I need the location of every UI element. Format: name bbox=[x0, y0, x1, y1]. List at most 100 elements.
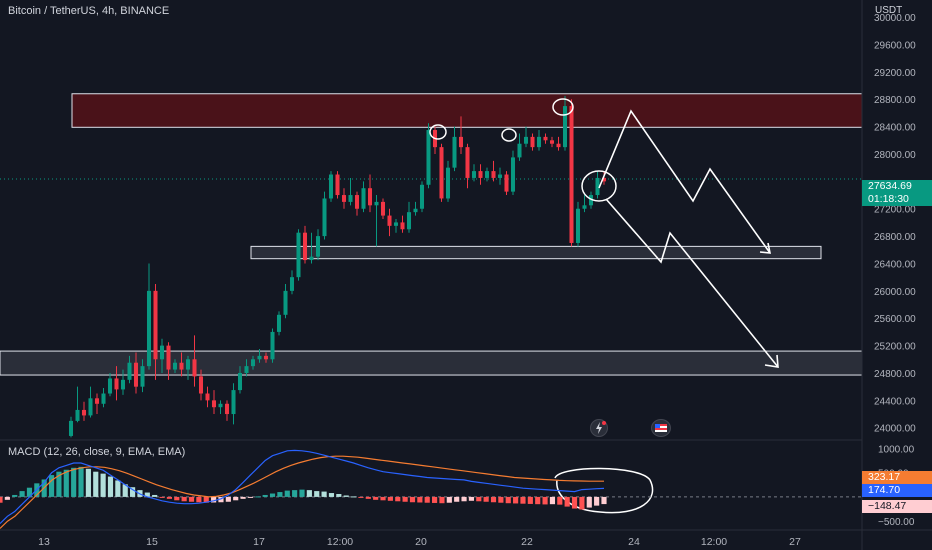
macd-hist-bar-40 bbox=[292, 490, 298, 497]
candle-body-14 bbox=[159, 345, 165, 360]
macd-hist-bar-26 bbox=[188, 496, 195, 502]
chart-title: Bitcoin / TetherUS, 4h, BINANCE bbox=[8, 5, 170, 17]
macd-hist-bar-0 bbox=[0, 496, 3, 503]
price-tick-12: 24800.00 bbox=[874, 369, 916, 380]
macd-hist-bar-61 bbox=[446, 496, 452, 503]
macd-hist-bar-34 bbox=[247, 496, 254, 498]
macd-hist-bar-71 bbox=[520, 496, 526, 504]
macd-hist-bar-65 bbox=[476, 496, 482, 502]
candle-body-33 bbox=[283, 290, 288, 315]
price-tick-4: 28400.00 bbox=[874, 123, 916, 134]
time-tick-3: 12:00 bbox=[327, 536, 353, 548]
macd-hist-bar-44 bbox=[321, 491, 327, 497]
macd-hist-bar-37 bbox=[269, 493, 276, 497]
macd-hist-bar-70 bbox=[513, 496, 519, 504]
candle-body-47 bbox=[374, 201, 379, 206]
candle-body-73 bbox=[543, 136, 548, 141]
candle-body-19 bbox=[192, 359, 197, 377]
macd-hist-bar-8 bbox=[56, 471, 62, 497]
candle-body-55 bbox=[426, 130, 431, 185]
candle-body-20 bbox=[198, 376, 204, 394]
macd-hist-bar-31 bbox=[225, 496, 231, 502]
macd-signal-badge: 323.17 bbox=[862, 471, 932, 484]
macd-hist-bar-2 bbox=[12, 494, 18, 497]
macd-hist-bar-57 bbox=[417, 496, 423, 503]
macd-hist-bar-33 bbox=[240, 496, 246, 499]
macd-hist-bar-54 bbox=[395, 496, 401, 502]
macd-hist-bar-41 bbox=[299, 489, 305, 497]
candle-body-32 bbox=[276, 314, 282, 332]
candle-body-5 bbox=[101, 393, 106, 404]
macd-hist-bar-49 bbox=[358, 496, 364, 498]
candle-body-29 bbox=[257, 355, 262, 360]
macd-hist-badge: −148.47 bbox=[862, 500, 932, 513]
projection-arrow-lower bbox=[605, 198, 779, 368]
macd-hist-bar-66 bbox=[483, 496, 489, 502]
macd-hist-bar-43 bbox=[314, 491, 320, 497]
projection-arrowhead-lower bbox=[764, 354, 779, 368]
candle-body-58 bbox=[445, 167, 451, 199]
price-tick-9: 26000.00 bbox=[874, 287, 916, 298]
macd-hist-bar-9 bbox=[63, 469, 69, 497]
macd-hist-bar-67 bbox=[490, 496, 497, 503]
macd-tick-0: 1000.00 bbox=[878, 444, 915, 455]
time-tick-6: 24 bbox=[628, 536, 640, 548]
candle-body-42 bbox=[341, 195, 347, 202]
macd-hist-bar-13 bbox=[93, 471, 99, 497]
candle-body-18 bbox=[185, 359, 191, 370]
macd-hist-bar-16 bbox=[115, 480, 121, 497]
price-tick-10: 25600.00 bbox=[874, 314, 916, 325]
last-price-badge: 27634.69 01:18:30 bbox=[862, 180, 932, 206]
us-flag-icon[interactable] bbox=[651, 419, 671, 437]
macd-hist-bar-15 bbox=[107, 476, 114, 497]
time-tick-0: 13 bbox=[38, 536, 50, 548]
macd-hist-bar-3 bbox=[19, 491, 25, 497]
candle-body-66 bbox=[497, 174, 503, 178]
candle-body-1 bbox=[75, 409, 80, 421]
candle-body-77 bbox=[569, 106, 574, 243]
candle-body-78 bbox=[575, 208, 581, 243]
macd-hist-bar-50 bbox=[365, 496, 371, 499]
candle-body-76 bbox=[562, 106, 568, 148]
candle-body-59 bbox=[452, 136, 457, 168]
candle-body-34 bbox=[289, 277, 295, 291]
candle-body-80 bbox=[588, 195, 594, 206]
macd-line bbox=[0, 449, 605, 525]
macd-hist-bar-56 bbox=[409, 496, 416, 503]
macd-hist-bar-62 bbox=[454, 496, 460, 502]
macd-hist-bar-59 bbox=[432, 496, 438, 503]
candle-body-9 bbox=[127, 362, 132, 380]
macd-hist-bar-75 bbox=[549, 496, 556, 505]
macd-hist-bar-76 bbox=[557, 496, 563, 505]
candle-body-68 bbox=[510, 157, 516, 192]
price-tick-5: 28000.00 bbox=[874, 150, 916, 161]
macd-hist-bar-48 bbox=[350, 496, 357, 498]
macd-signal-line bbox=[0, 455, 604, 529]
candle-body-65 bbox=[491, 171, 496, 178]
candle-body-10 bbox=[133, 362, 139, 387]
candle-body-39 bbox=[322, 198, 327, 237]
currency-label: USDT bbox=[875, 5, 903, 16]
macd-tick-2: −500.00 bbox=[878, 517, 915, 528]
candle-body-63 bbox=[478, 171, 483, 178]
macd-hist-bar-73 bbox=[535, 496, 541, 505]
candle-body-6 bbox=[107, 378, 113, 394]
macd-hist-bar-46 bbox=[336, 494, 342, 497]
macd-hist-bar-25 bbox=[181, 496, 187, 502]
flash-icon[interactable] bbox=[590, 419, 608, 437]
candle-body-75 bbox=[556, 143, 561, 148]
time-tick-2: 17 bbox=[253, 536, 265, 548]
macd-hist-bar-82 bbox=[601, 496, 607, 505]
macd-hist-bar-45 bbox=[328, 493, 335, 497]
price-tick-3: 28800.00 bbox=[874, 95, 916, 106]
macd-hist-bar-58 bbox=[424, 496, 430, 503]
zone-support bbox=[250, 245, 822, 260]
price-tick-1: 29600.00 bbox=[874, 40, 916, 51]
candle-body-4 bbox=[94, 398, 100, 404]
macd-hist-bar-22 bbox=[159, 496, 165, 498]
price-tick-0: 30000.00 bbox=[874, 13, 916, 24]
candle-body-21 bbox=[205, 393, 210, 401]
macd-hist-bar-51 bbox=[373, 496, 379, 500]
macd-hist-bar-27 bbox=[196, 496, 202, 503]
